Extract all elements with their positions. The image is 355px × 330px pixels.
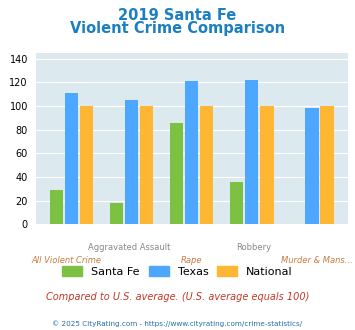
Bar <box>65 93 78 224</box>
Text: Murder & Mans...: Murder & Mans... <box>281 256 353 265</box>
Text: Violent Crime Comparison: Violent Crime Comparison <box>70 21 285 36</box>
Bar <box>140 106 153 224</box>
Bar <box>200 106 213 224</box>
Bar <box>245 80 258 224</box>
Text: Compared to U.S. average. (U.S. average equals 100): Compared to U.S. average. (U.S. average … <box>46 292 309 302</box>
Bar <box>321 106 334 224</box>
Bar <box>230 182 244 224</box>
Bar <box>185 81 198 224</box>
Bar <box>50 190 63 224</box>
Text: 2019 Santa Fe: 2019 Santa Fe <box>118 8 237 23</box>
Bar <box>170 123 183 224</box>
Text: Robbery: Robbery <box>237 243 272 251</box>
Text: All Violent Crime: All Violent Crime <box>32 256 102 265</box>
Text: © 2025 CityRating.com - https://www.cityrating.com/crime-statistics/: © 2025 CityRating.com - https://www.city… <box>53 321 302 327</box>
Text: Rape: Rape <box>181 256 202 265</box>
Bar <box>305 109 319 224</box>
Text: Aggravated Assault: Aggravated Assault <box>88 243 170 251</box>
Bar <box>110 203 123 224</box>
Bar <box>260 106 274 224</box>
Bar <box>125 100 138 224</box>
Bar <box>80 106 93 224</box>
Legend: Santa Fe, Texas, National: Santa Fe, Texas, National <box>58 261 297 281</box>
